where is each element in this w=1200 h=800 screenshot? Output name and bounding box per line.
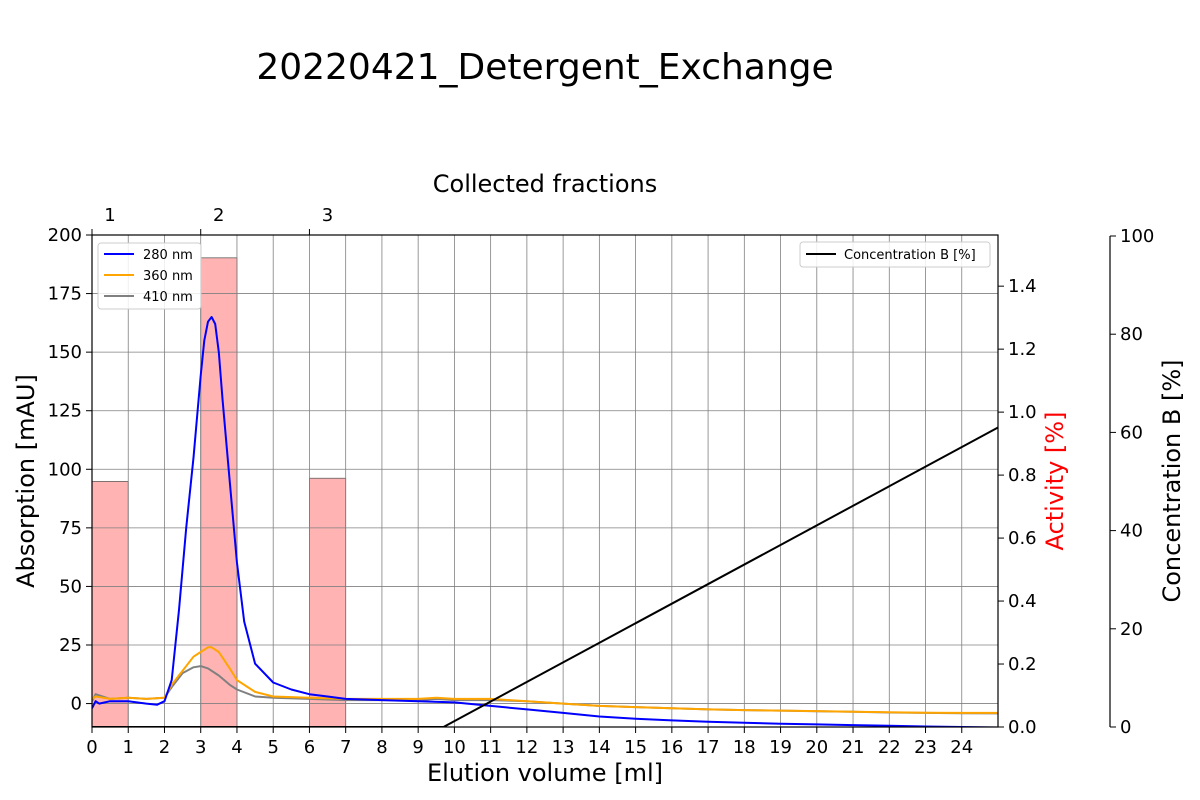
activity-tick-label: 1.4 [1008, 276, 1037, 297]
concentration-tick-label: 20 [1120, 619, 1143, 640]
legend-label-conc: Concentration B [%] [844, 248, 976, 263]
x-axis-title: Elution volume [ml] [427, 759, 663, 787]
activity-tick-label: 0.6 [1008, 528, 1037, 549]
legend-uv: 280 nm 360 nm 410 nm [97, 242, 202, 310]
legend-label-410: 410 nm [143, 290, 193, 305]
x-tick-label: 20 [805, 737, 828, 758]
concentration-axis-title: Concentration B [%] [1158, 359, 1186, 602]
x-tick-label: 21 [842, 737, 865, 758]
legend-label-360: 360 nm [143, 269, 193, 284]
activity-axis-title: Activity [%] [1041, 412, 1069, 551]
x-tick-label: 24 [950, 737, 973, 758]
x-tick-label: 7 [340, 737, 351, 758]
series-line-280-nm [92, 316, 998, 727]
y-tick-label: 100 [48, 459, 82, 480]
x-tick-label: 6 [304, 737, 315, 758]
y-tick-label: 175 [48, 284, 82, 305]
fraction-label: 2 [213, 205, 224, 226]
activity-bar-1 [91, 480, 129, 728]
x-tick-label: 5 [267, 737, 278, 758]
concentration-tick-label: 80 [1120, 324, 1143, 345]
x-tick-label: 23 [914, 737, 937, 758]
activity-bar-3 [309, 477, 347, 728]
y-tick-label: 25 [59, 635, 82, 656]
x-tick-label: 14 [588, 737, 611, 758]
legend-conc-box [799, 241, 991, 268]
series-lines [92, 316, 998, 727]
concentration-tick-label: 0 [1120, 717, 1131, 738]
y-tick-label: 0 [71, 694, 82, 715]
x-tick-label: 10 [443, 737, 466, 758]
x-tick-label: 13 [552, 737, 575, 758]
y-tick-label: 50 [59, 576, 82, 597]
x-tick-label: 9 [412, 737, 423, 758]
x-tick-label: 11 [479, 737, 502, 758]
x-tick-label: 22 [878, 737, 901, 758]
activity-tick-label: 0.2 [1008, 654, 1037, 675]
x-tick-label: 19 [769, 737, 792, 758]
activity-tick-label: 1.2 [1008, 339, 1037, 360]
x-tick-label: 1 [123, 737, 134, 758]
x-tick-label: 4 [231, 737, 242, 758]
x-tick-label: 0 [86, 737, 97, 758]
x-tick-label: 8 [376, 737, 387, 758]
activity-tick-label: 0.0 [1008, 717, 1037, 738]
concentration-tick-label: 40 [1120, 521, 1143, 542]
x-tick-label: 3 [195, 737, 206, 758]
series-line-concentration-b [92, 426, 998, 727]
activity-tick-label: 0.4 [1008, 591, 1037, 612]
y-tick-label: 150 [48, 342, 82, 363]
legend-uv-box [97, 242, 202, 310]
y-tick-label: 75 [59, 518, 82, 539]
x-tick-label: 18 [733, 737, 756, 758]
fraction-label: 3 [322, 205, 333, 226]
x-tick-label: 15 [624, 737, 647, 758]
x-tick-label: 17 [697, 737, 720, 758]
chart-title: 20220421_Detergent_Exchange [256, 47, 833, 88]
axes: 0 1 2 3 4 5 6 7 8 9 10 11 12 13 14 15 16 17 18 19 20 21 22 23 24… [48, 205, 1155, 758]
concentration-tick-label: 100 [1120, 226, 1154, 247]
activity-tick-label: 0.8 [1008, 465, 1037, 486]
y-tick-label: 200 [48, 225, 82, 246]
y-axis-title: Absorption [mAU] [12, 374, 40, 588]
fraction-label: 1 [104, 205, 115, 226]
x-tick-label: 2 [159, 737, 170, 758]
y-tick-label: 125 [48, 401, 82, 422]
top-axis-title: Collected fractions [433, 170, 657, 198]
x-tick-label: 12 [515, 737, 538, 758]
x-tick-label: 16 [660, 737, 683, 758]
activity-tick-label: 1.0 [1008, 402, 1037, 423]
plot-frame [91, 234, 999, 728]
concentration-tick-label: 60 [1120, 422, 1143, 443]
legend-label-280: 280 nm [143, 248, 193, 263]
legend-concentration: Concentration B [%] [799, 241, 991, 268]
